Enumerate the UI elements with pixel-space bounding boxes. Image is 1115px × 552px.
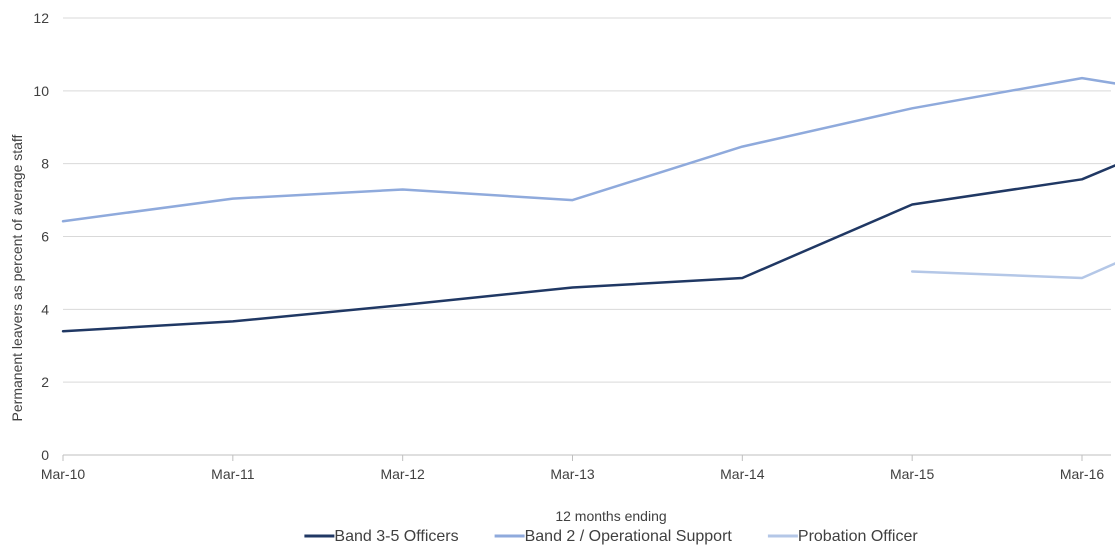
x-tick-label: Mar-11: [211, 466, 255, 482]
y-tick-label: 8: [41, 156, 49, 172]
y-tick-label: 6: [41, 229, 49, 245]
y-tick-label: 2: [41, 374, 49, 390]
x-tick-label: Mar-16: [1060, 466, 1105, 482]
legend-item: Probation Officer: [767, 528, 918, 545]
legend-item: Band 2 / Operational Support: [494, 528, 733, 545]
legend-label: Probation Officer: [798, 528, 918, 545]
y-axis-tick-labels: 0 2 4 6 8 10 12: [33, 10, 49, 463]
series-line-2: [61, 76, 1115, 223]
legend-label: Band 3-5 Officers: [334, 528, 458, 545]
legend: Band 3-5 Officers Band 2 / Operational Su…: [304, 528, 918, 545]
y-tick-label: 0: [41, 447, 49, 463]
y-tick-label: 12: [33, 10, 49, 26]
x-tick-label: Mar-14: [720, 466, 765, 482]
legend-item: Band 3-5 Officers: [304, 528, 459, 545]
series-line-1: [61, 164, 1115, 333]
x-axis-title: 12 months ending: [555, 508, 666, 524]
x-tick-label: Mar-13: [550, 466, 595, 482]
x-tick-label: Mar-15: [890, 466, 935, 482]
y-tick-label: 4: [41, 301, 49, 317]
series-line-3: [910, 262, 1115, 280]
y-axis-title: Permanent leavers as percent of average …: [9, 134, 25, 421]
x-tick-label: Mar-10: [41, 466, 86, 482]
x-axis-ticks: [62, 455, 1083, 461]
gridlines: [63, 17, 1111, 456]
y-tick-label: 10: [33, 83, 49, 99]
legend-label: Band 2 / Operational Support: [525, 528, 733, 545]
x-tick-label: Mar-12: [380, 466, 425, 482]
x-axis-tick-labels: Mar-10 Mar-11 Mar-12 Mar-13 Mar-14 Mar-15 Mar-…: [41, 466, 1105, 482]
series-lines: [61, 76, 1115, 333]
